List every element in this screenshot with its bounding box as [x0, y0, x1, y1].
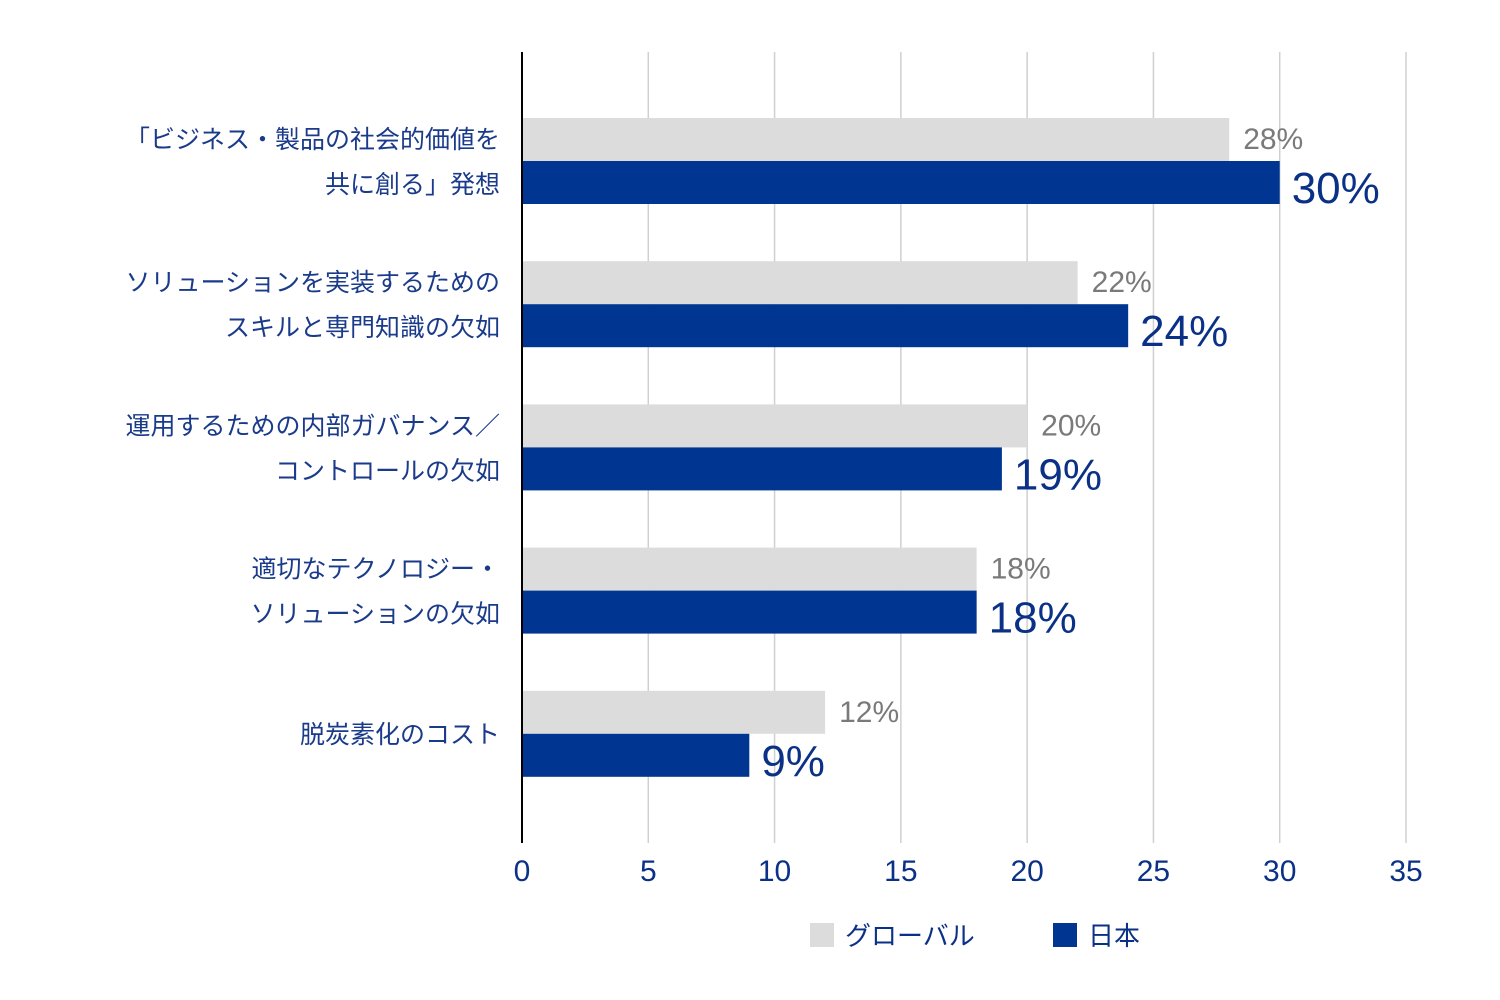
x-tick-label: 35	[1389, 855, 1422, 888]
x-tick-label: 15	[884, 855, 917, 888]
data-label-global: 20%	[1041, 409, 1101, 442]
category-label: 共に創る」発想	[325, 171, 500, 199]
bar-global	[523, 547, 977, 591]
data-label-global: 12%	[839, 696, 899, 729]
category-label: コントロールの欠如	[275, 457, 500, 485]
legend: グローバル 日本	[810, 921, 1140, 951]
x-tick-label: 20	[1010, 855, 1043, 888]
bar-global	[523, 261, 1078, 305]
x-tick-label: 0	[514, 855, 531, 888]
bar-japan	[523, 161, 1280, 204]
legend-swatch-japan	[1053, 923, 1077, 947]
bar-japan	[523, 590, 977, 634]
x-tick-label: 25	[1137, 855, 1170, 888]
bars: 28% 30% 22% 24% 20% 19% 18% 18% 12% 9%	[523, 118, 1380, 786]
bar-global	[523, 404, 1028, 448]
data-label-japan: 9%	[761, 737, 825, 786]
bar-global	[523, 690, 826, 734]
bar-japan	[523, 447, 1002, 491]
data-label-japan: 18%	[989, 594, 1077, 643]
x-tick-label: 30	[1263, 855, 1296, 888]
data-label-global: 22%	[1092, 266, 1152, 299]
data-label-japan: 24%	[1140, 307, 1228, 356]
category-label: ソリューションの欠如	[250, 601, 500, 629]
category-labels: 「ビジネス・製品の社会的価値を共に創る」発想ソリューションを実装するためのスキル…	[125, 126, 500, 749]
x-tick-label: 5	[640, 855, 657, 888]
data-label-global: 18%	[991, 553, 1051, 586]
data-label-japan: 19%	[1014, 450, 1102, 499]
x-tick-label: 10	[758, 855, 791, 888]
bar-global	[523, 118, 1230, 161]
legend-label: 日本	[1088, 921, 1140, 951]
bar-japan	[523, 304, 1129, 348]
data-label-japan: 30%	[1292, 164, 1380, 213]
category-label: スキルと専門知識の欠如	[225, 314, 500, 342]
data-label-global: 28%	[1243, 123, 1303, 156]
x-tick-labels: 0 5 10 15 20 25 30 35	[514, 855, 1423, 888]
category-label: 「ビジネス・製品の社会的価値を	[125, 126, 500, 154]
legend-swatch-global	[810, 923, 834, 947]
bar-japan	[523, 733, 750, 777]
legend-label: グローバル	[845, 921, 975, 951]
category-label: 適切なテクノロジー・	[251, 556, 500, 584]
category-label: 脱炭素化のコスト	[300, 721, 500, 749]
category-label: ソリューションを実装するための	[125, 269, 500, 297]
category-label: 運用するための内部ガバナンス／	[125, 412, 500, 440]
